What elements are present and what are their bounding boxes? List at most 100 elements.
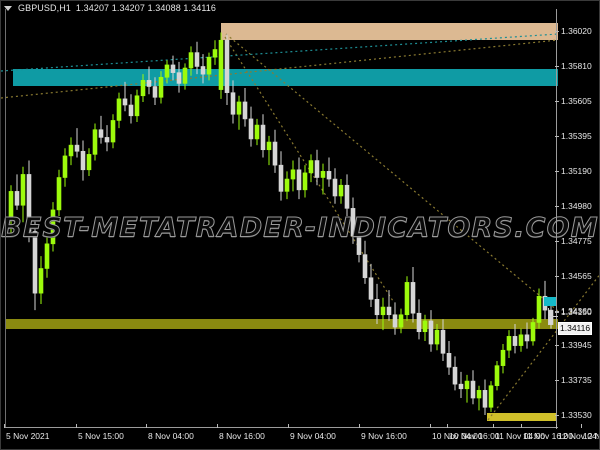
candle — [176, 61, 182, 93]
candle — [266, 135, 272, 166]
candle — [188, 46, 194, 76]
candle — [158, 71, 164, 104]
ohlc-values: 1.34207 1.34207 1.34088 1.34116 — [75, 3, 216, 13]
candle — [8, 185, 14, 237]
time-tick-label: 11 Nov 04:00 — [495, 431, 545, 441]
candle — [404, 276, 410, 321]
price-tick: 1.35605 — [555, 96, 599, 106]
candle — [314, 149, 320, 186]
price-tick-dash — [555, 241, 559, 242]
time-tick-dash — [4, 424, 5, 428]
price-tick-dash — [555, 206, 559, 207]
time-tick-dash — [430, 424, 431, 428]
price-tick-label: 1.34360 — [561, 306, 592, 316]
candle — [68, 137, 74, 166]
candle — [98, 115, 104, 144]
time-axis-line — [5, 427, 558, 428]
symbol-header: GBPUSD,H1 1.34207 1.34207 1.34088 1.3411… — [4, 3, 216, 13]
price-tick-dash — [555, 171, 559, 172]
price-tick-dash — [555, 415, 559, 416]
candle — [356, 222, 362, 263]
time-tick-label: 9 Nov 04:00 — [290, 431, 336, 441]
candle — [500, 344, 506, 374]
price-tick: 1.35810 — [555, 61, 599, 71]
price-tick-dash — [555, 101, 559, 102]
time-tick-dash — [359, 424, 360, 428]
candle — [476, 385, 482, 411]
time-tick-dash — [521, 424, 522, 428]
candle — [470, 370, 476, 405]
price-tick: 1.34150 — [555, 307, 599, 317]
candle — [446, 340, 452, 375]
candle — [428, 310, 434, 352]
candle — [410, 266, 416, 323]
time-tick-label: 5 Nov 2021 — [6, 431, 50, 441]
candle — [248, 106, 254, 147]
candle — [344, 174, 350, 217]
candle — [32, 219, 38, 311]
candle — [416, 299, 422, 340]
candle — [368, 263, 374, 308]
triangle-down-icon[interactable] — [4, 5, 12, 11]
price-cursor-marker — [548, 316, 558, 317]
time-tick-dash — [447, 424, 448, 428]
price-tick-label: 1.36020 — [561, 26, 592, 36]
candle — [488, 381, 494, 412]
price-tick: 1.34775 — [555, 236, 599, 246]
candle — [116, 92, 122, 129]
candle — [110, 114, 116, 149]
price-tick: 1.35190 — [555, 166, 599, 176]
price-tick-label: 1.35190 — [561, 166, 592, 176]
support-zone-olive — [6, 319, 558, 329]
candle — [536, 288, 542, 329]
price-tick-label: 1.33735 — [561, 375, 592, 385]
price-tick: 1.33945 — [555, 340, 599, 350]
candle — [104, 125, 110, 152]
candle — [380, 297, 386, 331]
time-tick-label: 8 Nov 16:00 — [219, 431, 265, 441]
price-tick-label: 1.34980 — [561, 201, 592, 211]
candle — [296, 157, 302, 200]
candle — [326, 157, 332, 187]
candle — [338, 179, 344, 204]
candle — [434, 324, 440, 351]
candle — [74, 128, 80, 158]
time-axis[interactable]: 5 Nov 2021 5 Nov 15:00 8 Nov 04:00 8 Nov 16… — [1, 424, 599, 449]
candle — [86, 148, 92, 176]
price-tick: 1.34565 — [555, 271, 599, 281]
candle — [14, 174, 20, 210]
candle — [506, 330, 512, 358]
time-tick-label: 10 Nov 04:00 — [432, 431, 483, 441]
signal-marker-cyan — [544, 297, 557, 306]
time-tick-dash — [76, 424, 77, 428]
candle — [452, 356, 458, 391]
candle — [218, 32, 224, 99]
candle — [386, 290, 392, 321]
candle — [362, 240, 368, 284]
horizontal-dotted-teal-upper — [1, 33, 559, 72]
time-tick-label: 12 Nov 16:00 — [583, 431, 599, 441]
price-tick-label: 1.33945 — [561, 340, 592, 350]
candle — [80, 140, 86, 181]
descending-trendline-main — [225, 33, 559, 312]
price-axis[interactable]: 1.36020 1.35810 1.35605 1.35395 1.35190 1.349… — [548, 1, 599, 449]
time-tick-label: 5 Nov 15:00 — [78, 431, 124, 441]
candle — [392, 302, 398, 335]
price-axis-line — [556, 9, 557, 429]
candle — [134, 89, 140, 122]
candle — [494, 361, 500, 391]
chart-left-border — [5, 9, 6, 427]
demand-zone-gold — [487, 413, 557, 421]
candle — [272, 129, 278, 173]
candle — [62, 148, 68, 187]
candle — [302, 165, 308, 198]
time-tick-dash — [288, 424, 289, 428]
price-tick-dash — [555, 345, 559, 346]
price-tick-dash — [555, 31, 559, 32]
time-tick-dash — [556, 424, 557, 428]
candle — [422, 314, 428, 341]
